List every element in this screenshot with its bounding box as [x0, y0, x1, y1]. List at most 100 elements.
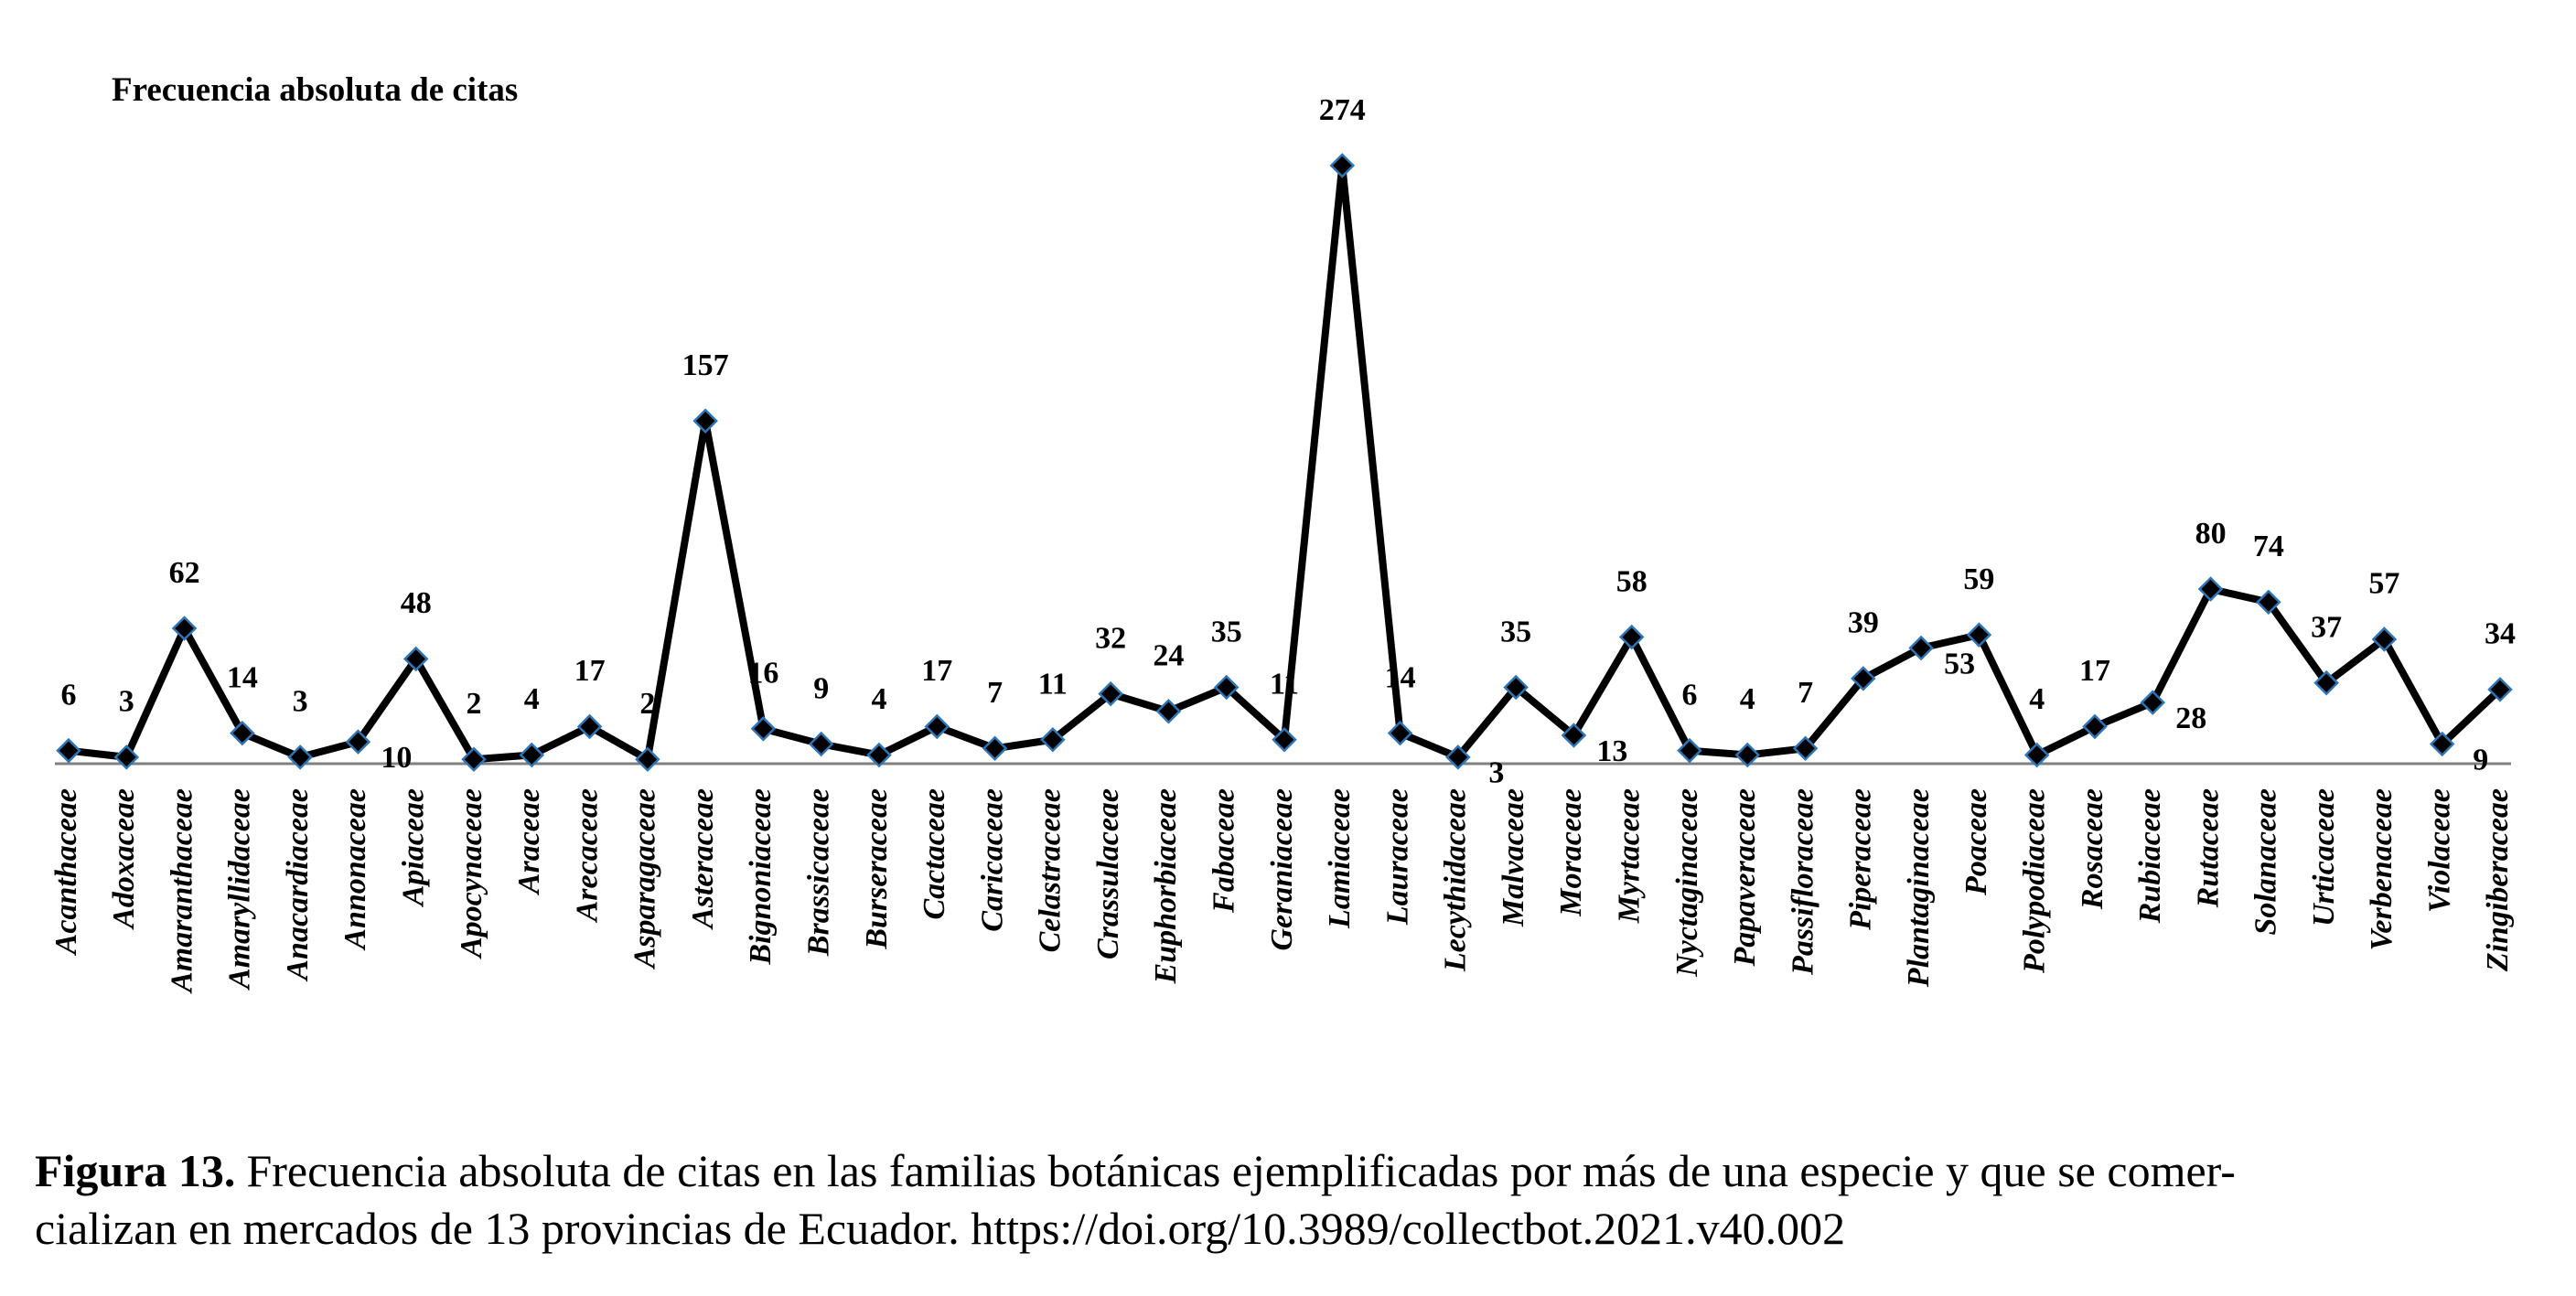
data-label: 6 — [61, 678, 77, 712]
marker — [2197, 576, 2224, 602]
marker — [1040, 726, 1066, 753]
data-label: 3 — [293, 685, 308, 719]
data-label: 62 — [169, 556, 200, 590]
marker — [1098, 680, 1123, 707]
data-label: 35 — [1500, 615, 1531, 648]
data-label: 17 — [574, 654, 606, 688]
data-label: 7 — [987, 676, 1003, 710]
x-tick-label: Lecythidaceae — [1439, 788, 1473, 972]
marker — [1734, 742, 1761, 768]
marker — [1561, 723, 1587, 748]
x-tick-label: Rubiaceae — [2133, 788, 2167, 924]
x-tick-label: Adoxaceae — [107, 788, 141, 930]
x-tick-label: Geraniaceae — [1265, 788, 1299, 951]
x-tick-label: Apiaceae — [397, 788, 431, 907]
x-tick-label: Myrtaceae — [1613, 788, 1647, 924]
marker — [2371, 627, 2398, 652]
x-tick-label: Moraceae — [1554, 788, 1588, 917]
marker — [808, 731, 834, 757]
data-label: 9 — [2473, 743, 2488, 777]
x-tick-label: Apocynaceae — [455, 788, 488, 959]
x-tick-label: Araceae — [512, 788, 546, 895]
data-label: 11 — [1270, 668, 1299, 702]
marker — [924, 713, 950, 740]
x-tick-label: Burseraceae — [860, 788, 894, 950]
data-label: 16 — [747, 657, 778, 691]
data-label: 80 — [2195, 517, 2227, 551]
data-label: 3 — [1488, 756, 1504, 790]
marker — [171, 616, 198, 641]
data-label: 2 — [639, 687, 655, 721]
x-tick-label: Piperaceae — [1844, 788, 1878, 931]
data-label: 28 — [2175, 702, 2206, 735]
x-tick-label: Solanaceae — [2249, 788, 2283, 936]
x-tick-label: Amaryllidaceae — [223, 788, 257, 991]
marker — [1445, 744, 1471, 770]
data-label: 48 — [401, 586, 432, 620]
data-label: 4 — [2029, 682, 2045, 716]
data-label: 57 — [2368, 567, 2399, 601]
x-tick-label: Anacardiaceae — [281, 788, 315, 982]
caption: Figura 13. Frecuencia absoluta de citas e… — [35, 1145, 2236, 1196]
marker — [1329, 153, 1356, 178]
marker — [866, 742, 892, 768]
data-label: 35 — [1211, 615, 1242, 648]
x-tick-label: Arecaceae — [570, 788, 604, 923]
marker — [519, 742, 545, 768]
caption-label: Figura 13. — [35, 1145, 235, 1196]
data-label: 2 — [467, 687, 482, 721]
data-label: 14 — [1385, 660, 1416, 694]
marker — [1792, 735, 1819, 762]
plot: 6Acanthaceae3Adoxaceae62Amaranthaceae14A… — [49, 93, 2516, 994]
data-label: 13 — [1596, 734, 1627, 768]
x-tick-label: Crassulaceae — [1091, 788, 1125, 959]
marker — [2082, 713, 2108, 740]
data-label: 10 — [381, 741, 412, 775]
data-label: 3 — [119, 685, 134, 719]
marker — [1677, 737, 1702, 764]
data-label: 32 — [1095, 621, 1126, 655]
x-tick-label: Papaveraceae — [1728, 788, 1762, 967]
data-label: 11 — [1038, 668, 1068, 702]
data-label: 274 — [1319, 93, 1366, 127]
marker — [2429, 731, 2455, 757]
marker — [1387, 720, 1413, 746]
x-tick-label: Plantaginaceae — [1902, 788, 1936, 988]
data-label: 4 — [872, 682, 887, 716]
x-tick-label: Passifloraceae — [1786, 788, 1819, 976]
marker — [1966, 622, 1992, 648]
x-tick-label: Urticaceae — [2307, 788, 2341, 926]
x-tick-label: Annonaceae — [338, 788, 372, 951]
data-label: 59 — [1963, 562, 1994, 596]
data-label: 4 — [524, 682, 540, 716]
data-label: 7 — [1798, 676, 1813, 710]
x-tick-label: Nyctaginaceae — [1670, 788, 1704, 978]
x-tick-label: Rutaceae — [2191, 788, 2225, 908]
marker — [2023, 742, 2050, 768]
marker — [402, 646, 429, 672]
marker — [56, 737, 81, 764]
x-tick-label: Rosaceae — [2076, 788, 2109, 910]
caption-line: cializan en mercados de 13 provincias de… — [35, 1203, 1845, 1254]
marker — [287, 744, 313, 770]
marker — [345, 729, 371, 755]
marker — [1851, 666, 1876, 691]
data-label: 9 — [813, 671, 829, 705]
caption-line: Frecuencia absoluta de citas en las fami… — [246, 1145, 2236, 1196]
data-label: 4 — [1740, 682, 1755, 716]
data-label: 58 — [1616, 564, 1648, 598]
x-tick-label: Polypodiaceae — [2018, 788, 2052, 974]
x-tick-label: Brassicaceae — [802, 788, 836, 957]
x-tick-label: Verbenaceae — [2365, 788, 2399, 951]
x-tick-label: Poaceae — [1959, 788, 1993, 896]
data-label: 37 — [2311, 610, 2342, 644]
x-tick-label: Asteraceae — [686, 788, 720, 930]
x-tick-label: Amaranthaceae — [165, 788, 199, 994]
x-tick-label: Acanthaceae — [49, 788, 83, 956]
x-tick-label: Euphorbiaceae — [1149, 788, 1183, 984]
marker — [2256, 589, 2281, 616]
data-label: 53 — [1944, 647, 1975, 680]
data-label: 6 — [1682, 678, 1698, 712]
x-tick-label: Caricaceae — [975, 788, 1009, 932]
